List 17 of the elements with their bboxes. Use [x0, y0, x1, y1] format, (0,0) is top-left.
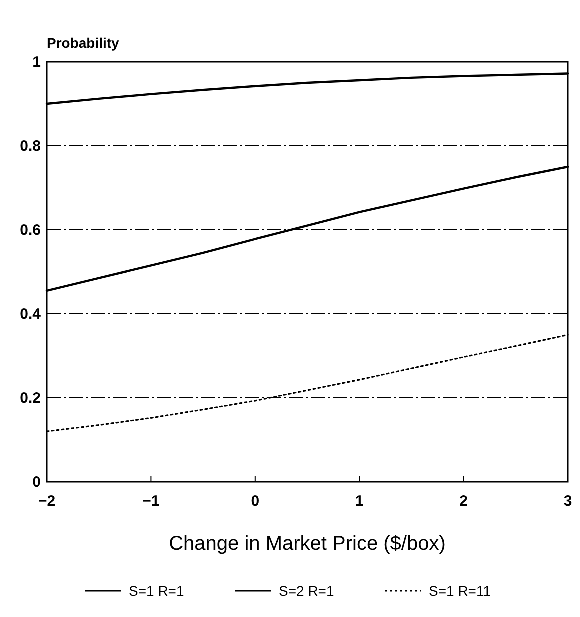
y-tick-label: 1	[32, 54, 41, 71]
x-tick-label: 2	[460, 493, 468, 510]
x-tick-label: 0	[251, 493, 260, 510]
x-tick-label: 1	[355, 493, 364, 510]
y-tick-label: 0.6	[20, 222, 41, 239]
x-tick-label: −1	[142, 493, 160, 510]
y-tick-label: 0.8	[20, 138, 41, 155]
legend-label: S=1 R=11	[429, 583, 492, 599]
legend-label: S=1 R=1	[129, 583, 184, 599]
y-tick-label: 0.4	[20, 306, 42, 323]
x-axis-title: Change in Market Price ($/box)	[169, 533, 446, 555]
y-tick-label: 0.2	[20, 390, 41, 407]
x-tick-label: −2	[38, 493, 56, 510]
y-axis-title: Probability	[47, 35, 120, 51]
y-tick-label: 0	[32, 474, 41, 491]
x-tick-label: 3	[564, 493, 572, 510]
legend-label: S=2 R=1	[279, 583, 334, 599]
